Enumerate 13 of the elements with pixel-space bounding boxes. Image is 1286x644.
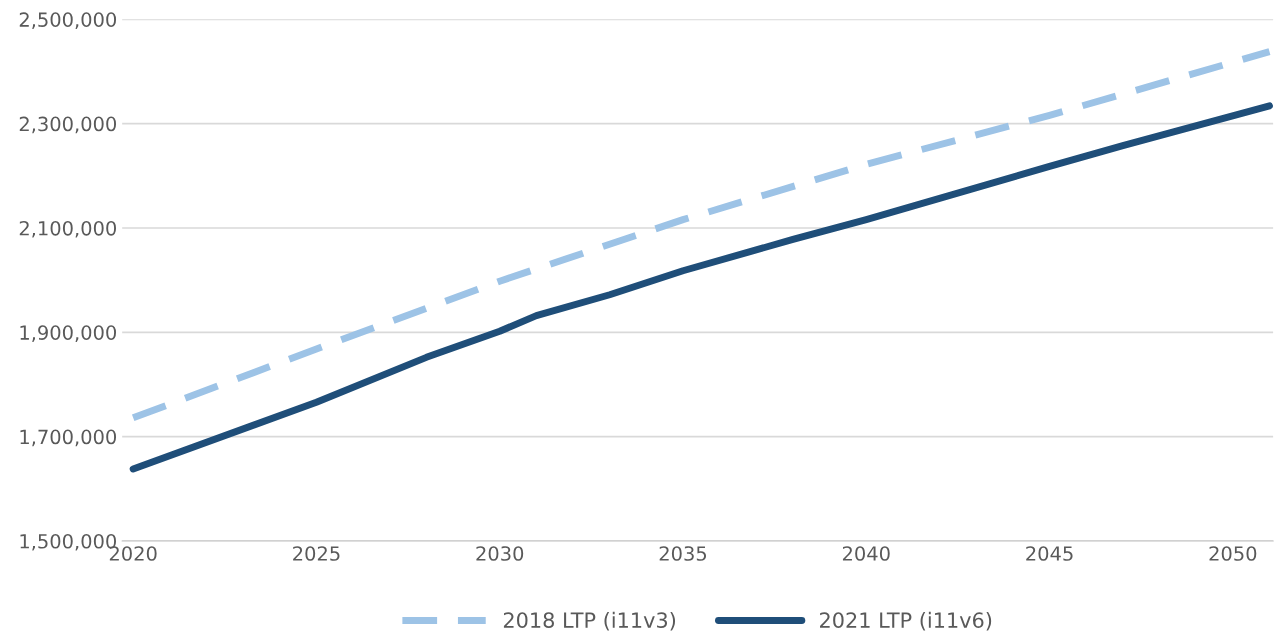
y-tick-label: 2,100,000 [19, 220, 117, 238]
x-tick-label: 2045 [1026, 546, 1073, 561]
x-tick-label: 2025 [293, 546, 340, 561]
y-tick-label: 2,500,000 [19, 12, 117, 29]
legend-label: 2018 LTP (i11v3) [503, 611, 676, 631]
y-tick-label: 1,700,000 [20, 429, 117, 447]
y-tick-label: 2,300,000 [19, 116, 117, 134]
x-tick-label: 2035 [659, 546, 707, 561]
x-tick-label: 2040 [842, 546, 890, 561]
x-tick-label: 2050 [1209, 546, 1257, 561]
legend-label: 2021 LTP (i11v6) [820, 611, 992, 631]
x-tick-label: 2030 [476, 546, 524, 561]
y-tick-label: 1,900,000 [20, 325, 117, 342]
